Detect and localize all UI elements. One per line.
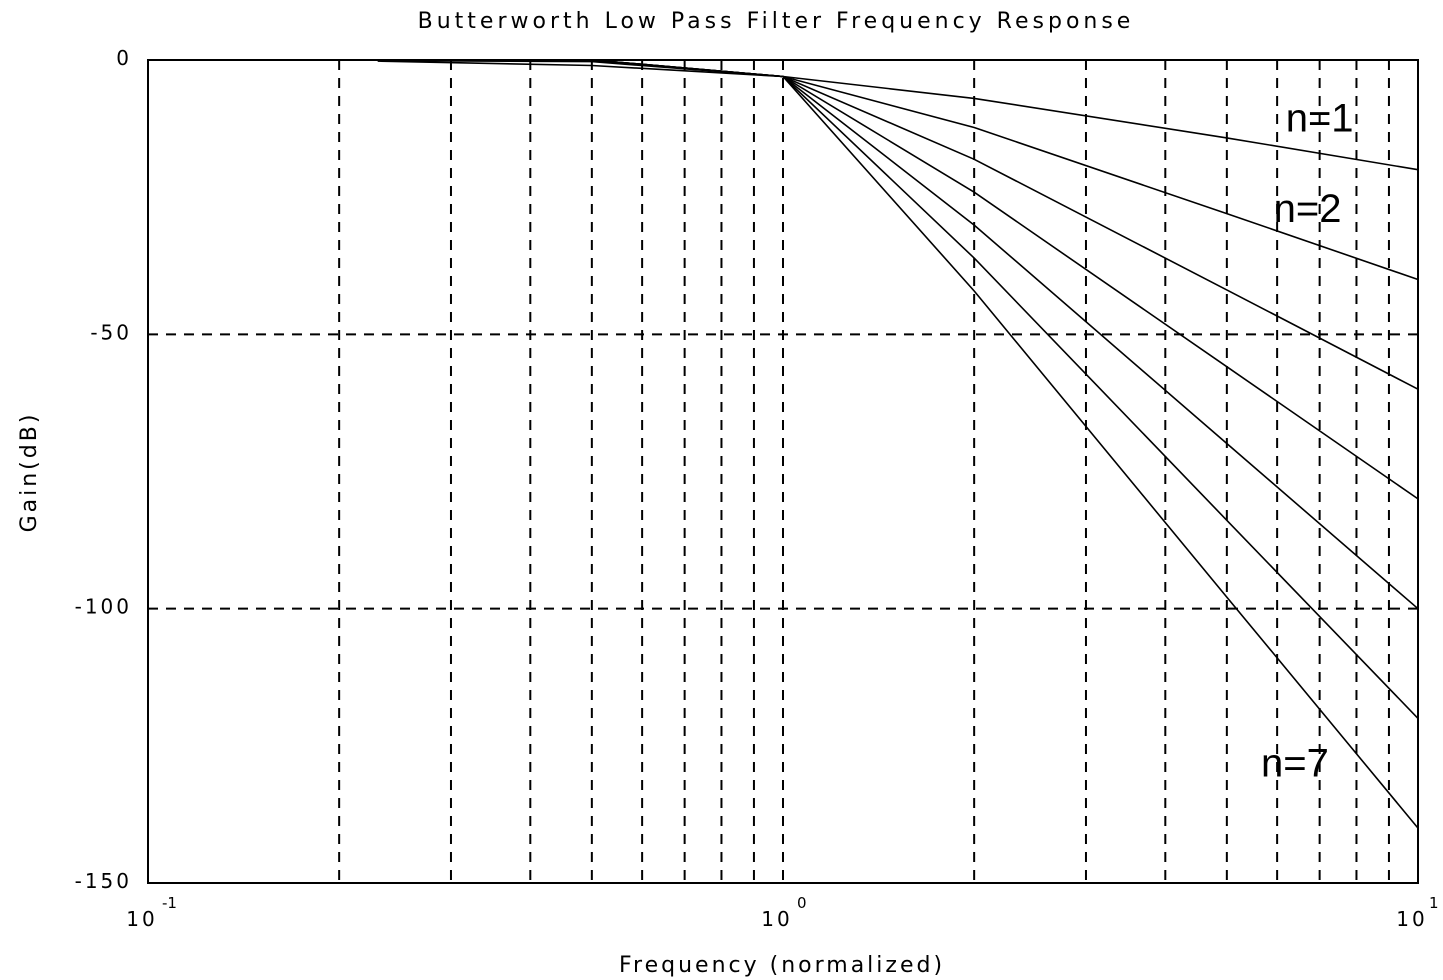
series-annotation: n=2	[1274, 187, 1342, 231]
series-line-n3	[377, 59, 1419, 390]
x-tick-label: 101	[1396, 894, 1438, 931]
series-line-n2	[377, 59, 1419, 281]
x-tick-exponent: -1	[162, 894, 177, 912]
series-annotation: n=1	[1286, 97, 1354, 141]
series-line-n6	[377, 59, 1419, 719]
chart-title: Butterworth Low Pass Filter Frequency Re…	[418, 9, 1135, 34]
y-tick-label: -50	[90, 320, 132, 344]
x-tick-base: 10	[1396, 907, 1427, 931]
x-tick-label: 10 -1	[126, 894, 177, 931]
y-axis-label: Gain(dB)	[17, 412, 42, 533]
x-tick-exponent: 0	[797, 894, 807, 912]
y-tick-label: -150	[75, 869, 132, 893]
series-line-n1	[377, 60, 1419, 171]
x-tick-label: 10 0	[761, 894, 806, 931]
y-tick-label: -100	[75, 595, 132, 619]
x-tick-base: 10	[126, 907, 157, 931]
x-axis-label: Frequency (normalized)	[619, 953, 945, 978]
x-tick-exponent: 1	[1429, 894, 1439, 912]
y-tick-label: 0	[116, 46, 132, 70]
series-line-n7	[377, 59, 1419, 829]
x-tick-base: 10	[761, 907, 792, 931]
series-annotations: n=1 n=2 n=7	[1261, 97, 1354, 786]
plot-frame	[147, 59, 1419, 884]
y-tick-labels: 0 -50 -100 -150	[75, 46, 132, 893]
series-annotation: n=7	[1261, 741, 1329, 785]
grid-lines	[148, 60, 1418, 883]
data-series	[377, 59, 1419, 829]
